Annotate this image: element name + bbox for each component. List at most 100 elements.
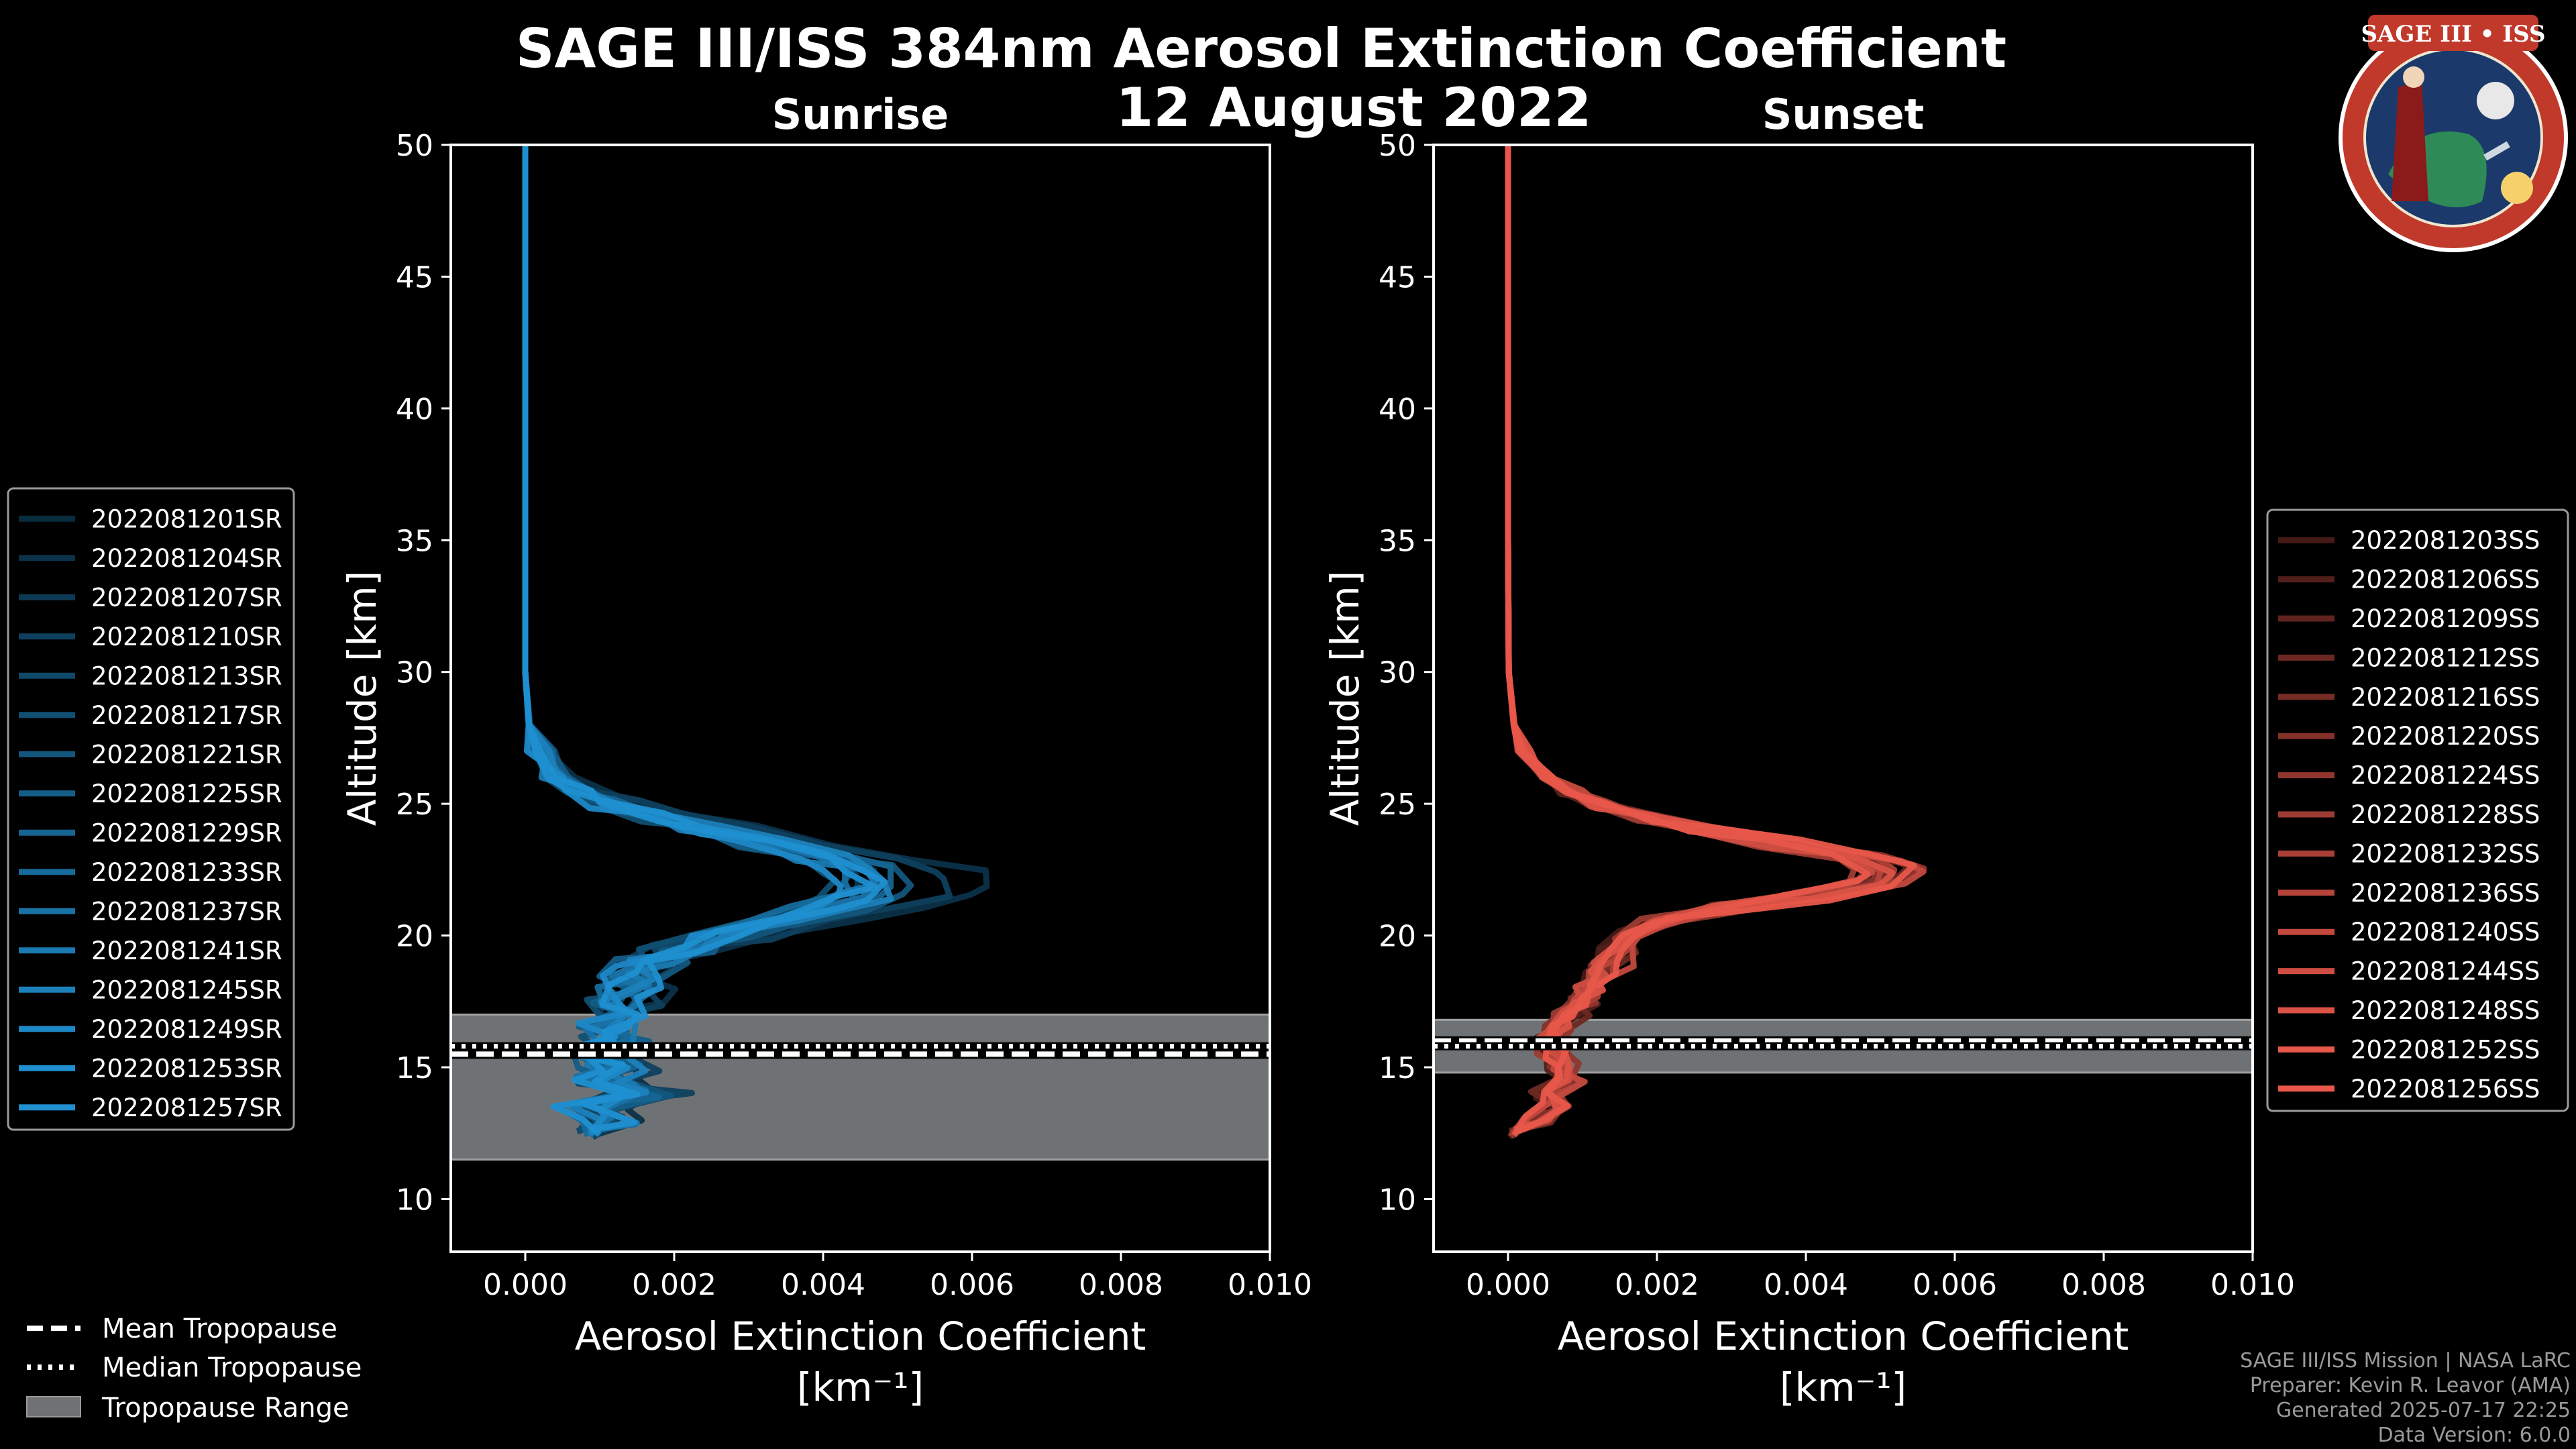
tropopause-range-label: Tropopause Range xyxy=(101,1393,350,1424)
legend-entry: 2022081204SR xyxy=(91,544,282,573)
profile-lines xyxy=(1505,145,1927,1140)
mean-tropopause-label: Mean Tropopause xyxy=(102,1313,337,1344)
logo-text: SAGE III • ISS xyxy=(2361,21,2545,48)
legend-entry: 2022081237SR xyxy=(91,897,282,926)
legend-entry: 2022081212SS xyxy=(2351,643,2540,672)
y-tick-label: 35 xyxy=(1379,524,1416,558)
y-tick-label: 15 xyxy=(1379,1051,1416,1085)
y-tick-label: 45 xyxy=(396,260,433,294)
tropopause-range-swatch xyxy=(26,1396,81,1417)
legend-entry: 2022081257SR xyxy=(91,1093,282,1122)
tropopause-legend: Mean Tropopause Median Tropopause Tropop… xyxy=(26,1313,362,1424)
y-axis-label: Altitude [km] xyxy=(339,571,385,826)
legend-entry: 2022081253SR xyxy=(91,1054,282,1083)
x-axis-label: Aerosol Extinction Coefficient xyxy=(575,1313,1146,1359)
x-tick-label: 0.006 xyxy=(930,1268,1014,1302)
x-tick-label: 0.002 xyxy=(632,1268,716,1302)
x-tick-label: 0.008 xyxy=(1079,1268,1163,1302)
y-tick-label: 50 xyxy=(396,129,433,163)
footer-preparer: Preparer: Kevin R. Leavor (AMA) xyxy=(2250,1374,2571,1397)
legend-entry: 2022081213SR xyxy=(91,661,282,690)
x-tick-label: 0.010 xyxy=(2210,1268,2295,1302)
plot-frame xyxy=(1432,144,2254,1253)
y-tick-label: 30 xyxy=(1379,656,1416,690)
legend-entry: 2022081228SS xyxy=(2351,800,2540,829)
y-tick-label: 10 xyxy=(1379,1183,1416,1217)
profile-line-2022081256SS xyxy=(1505,145,1917,1135)
x-axis-units: [km⁻¹] xyxy=(1780,1364,1907,1410)
panel-title: Sunrise xyxy=(772,90,949,139)
median-tropopause-label: Median Tropopause xyxy=(102,1352,362,1383)
legend-entry: 2022081209SS xyxy=(2351,604,2540,633)
footer-data-version: Data Version: 6.0.0 xyxy=(2378,1424,2571,1447)
tropopause-range-band xyxy=(449,1013,1271,1161)
legend-entry: 2022081217SR xyxy=(91,701,282,730)
legend-entry: 2022081201SR xyxy=(91,504,282,533)
legend-entry: 2022081252SS xyxy=(2351,1035,2540,1064)
y-tick-label: 20 xyxy=(1379,920,1416,954)
legend-entry: 2022081236SS xyxy=(2351,879,2540,908)
legend-entry: 2022081241SR xyxy=(91,936,282,965)
x-tick-label: 0.010 xyxy=(1228,1268,1312,1302)
figure-date: 12 August 2022 xyxy=(1116,76,1592,139)
panel-title: Sunset xyxy=(1762,90,1925,139)
footer-generated: Generated 2025-07-17 22:25 xyxy=(2276,1399,2571,1422)
y-tick-label: 15 xyxy=(396,1051,433,1085)
legend-entry: 2022081206SS xyxy=(2351,566,2540,594)
legend-entry: 2022081256SS xyxy=(2351,1075,2540,1104)
plot-frame xyxy=(449,144,1271,1253)
legend-entry: 2022081248SS xyxy=(2351,996,2540,1025)
footer-mission: SAGE III/ISS Mission | NASA LaRC xyxy=(2240,1349,2571,1373)
x-tick-label: 0.008 xyxy=(2061,1268,2146,1302)
y-tick-label: 40 xyxy=(1379,392,1416,427)
legend-entry: 2022081232SS xyxy=(2351,839,2540,868)
y-tick-label: 20 xyxy=(396,920,433,954)
legend-entry: 2022081229SR xyxy=(91,818,282,847)
y-tick-label: 30 xyxy=(396,656,433,690)
y-tick-label: 45 xyxy=(1379,260,1416,294)
footer-credits: SAGE III/ISS Mission | NASA LaRC Prepare… xyxy=(2240,1349,2571,1447)
y-tick-label: 40 xyxy=(396,392,433,427)
sunrise-legend: 2022081201SR 2022081204SR 2022081207SR 2022… xyxy=(7,487,295,1131)
legend-entry: 2022081225SR xyxy=(91,780,282,808)
x-tick-label: 0.006 xyxy=(1913,1268,1997,1302)
sunrise-panel: Sunrise 10 15 20 25 30 35 40 45 50 0.000 0.002 0.004… xyxy=(7,90,1312,1410)
legend-entry: 2022081221SR xyxy=(91,740,282,769)
legend-entry: 2022081249SR xyxy=(91,1015,282,1044)
legend-entry: 2022081224SS xyxy=(2351,761,2540,790)
y-tick-label: 10 xyxy=(396,1183,433,1217)
x-axis-label: Aerosol Extinction Coefficient xyxy=(1558,1313,2129,1359)
x-tick-label: 0.004 xyxy=(1764,1268,1848,1302)
legend-entry: 2022081233SR xyxy=(91,858,282,887)
y-tick-label: 25 xyxy=(1379,788,1416,822)
x-tick-label: 0.000 xyxy=(1466,1268,1550,1302)
legend-box xyxy=(2266,508,2569,1112)
x-axis-units: [km⁻¹] xyxy=(797,1364,924,1410)
y-tick-label: 50 xyxy=(1379,129,1416,163)
logo-sun-icon xyxy=(2501,172,2533,204)
logo-figure-icon xyxy=(2392,80,2428,201)
logo-iss-icon xyxy=(2483,141,2510,161)
legend-entry: 2022081207SR xyxy=(91,583,282,612)
legend-entry: 2022081216SS xyxy=(2351,683,2540,712)
legend-entry: 2022081220SS xyxy=(2351,722,2540,751)
logo-banner xyxy=(2368,15,2538,51)
profile-lines xyxy=(522,145,990,1140)
legend-entry: 2022081210SR xyxy=(91,623,282,651)
y-tick-label: 25 xyxy=(396,788,433,822)
legend-entry: 2022081203SS xyxy=(2351,526,2540,555)
logo-figure-head-icon xyxy=(2403,66,2424,88)
legend-entry: 2022081245SR xyxy=(91,975,282,1004)
x-tick-label: 0.004 xyxy=(781,1268,865,1302)
profile-line-2022081257SR xyxy=(522,145,879,1137)
sunset-legend: 2022081203SS 2022081206SS 2022081209SS 2022… xyxy=(2266,508,2569,1112)
sage-iii-iss-logo: SAGE III • ISS xyxy=(2339,15,2568,252)
y-axis-label: Altitude [km] xyxy=(1322,571,1368,826)
legend-entry: 2022081240SS xyxy=(2351,918,2540,947)
x-tick-label: 0.002 xyxy=(1615,1268,1699,1302)
y-tick-label: 35 xyxy=(396,524,433,558)
sunset-panel: Sunset 10 15 20 25 30 35 40 45 50 0.000 0.002 0.004 0… xyxy=(1322,90,2569,1410)
legend-box xyxy=(7,487,295,1131)
figure-title: SAGE III/ISS 384nm Aerosol Extinction Co… xyxy=(516,17,2006,80)
